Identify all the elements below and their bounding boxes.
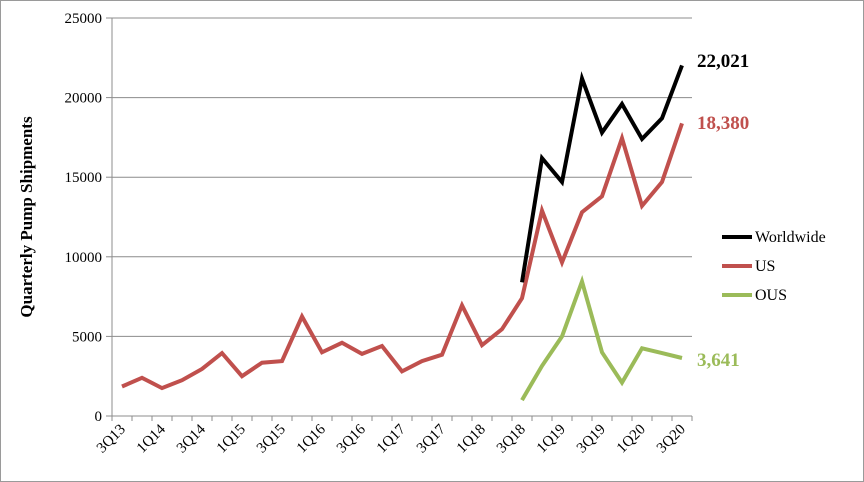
x-tick-label: 3Q19 — [574, 422, 609, 457]
x-tick-label: 1Q15 — [214, 422, 249, 457]
series-line-worldwide — [520, 64, 684, 283]
gridlines — [112, 17, 692, 337]
series-line-ous — [520, 274, 683, 402]
legend-label-ous: OUS — [755, 287, 787, 304]
x-tick-label: 1Q19 — [534, 422, 569, 457]
x-axis-ticks: 3Q13 1Q14 3Q14 1Q15 3Q15 1Q16 3Q16 1Q17 3Q17 1Q18… — [94, 416, 693, 457]
y-tick-label: 25000 — [65, 11, 103, 27]
legend-label-us: US — [755, 258, 775, 275]
x-tick-label: 3Q16 — [334, 421, 369, 456]
x-tick-label: 1Q20 — [614, 422, 649, 457]
legend: Worldwide US OUS — [722, 229, 826, 304]
x-tick-label: 1Q18 — [454, 422, 489, 457]
x-tick-label: 3Q20 — [654, 422, 689, 457]
end-label-us: 18,380 — [697, 113, 749, 134]
x-tick-label: 1Q16 — [294, 421, 329, 456]
x-tick-label: 3Q14 — [174, 421, 209, 456]
x-tick-label: 1Q14 — [134, 421, 169, 456]
y-tick-label: 0 — [95, 409, 103, 425]
y-tick-label: 5000 — [72, 329, 102, 345]
y-axis-label: Quarterly Pump Shipments — [17, 116, 36, 318]
series-line-us — [121, 122, 684, 391]
y-tick-label: 20000 — [65, 91, 103, 107]
y-tick-label: 10000 — [65, 250, 103, 266]
axes — [111, 18, 692, 417]
legend-label-worldwide: Worldwide — [755, 229, 826, 246]
end-label-worldwide: 22,021 — [697, 51, 749, 72]
y-tick-label: 15000 — [65, 170, 103, 186]
series-lines — [121, 64, 684, 402]
y-axis-ticks: 0 5000 10000 15000 20000 25000 — [65, 11, 112, 425]
end-labels: 22,021 18,380 3,641 — [697, 51, 749, 371]
x-tick-label: 3Q18 — [494, 422, 529, 457]
x-tick-label: 3Q15 — [254, 422, 289, 457]
x-tick-label: 1Q17 — [374, 421, 409, 456]
x-tick-label: 3Q17 — [414, 421, 449, 456]
end-label-ous: 3,641 — [697, 350, 740, 371]
x-tick-label: 3Q13 — [94, 422, 129, 457]
